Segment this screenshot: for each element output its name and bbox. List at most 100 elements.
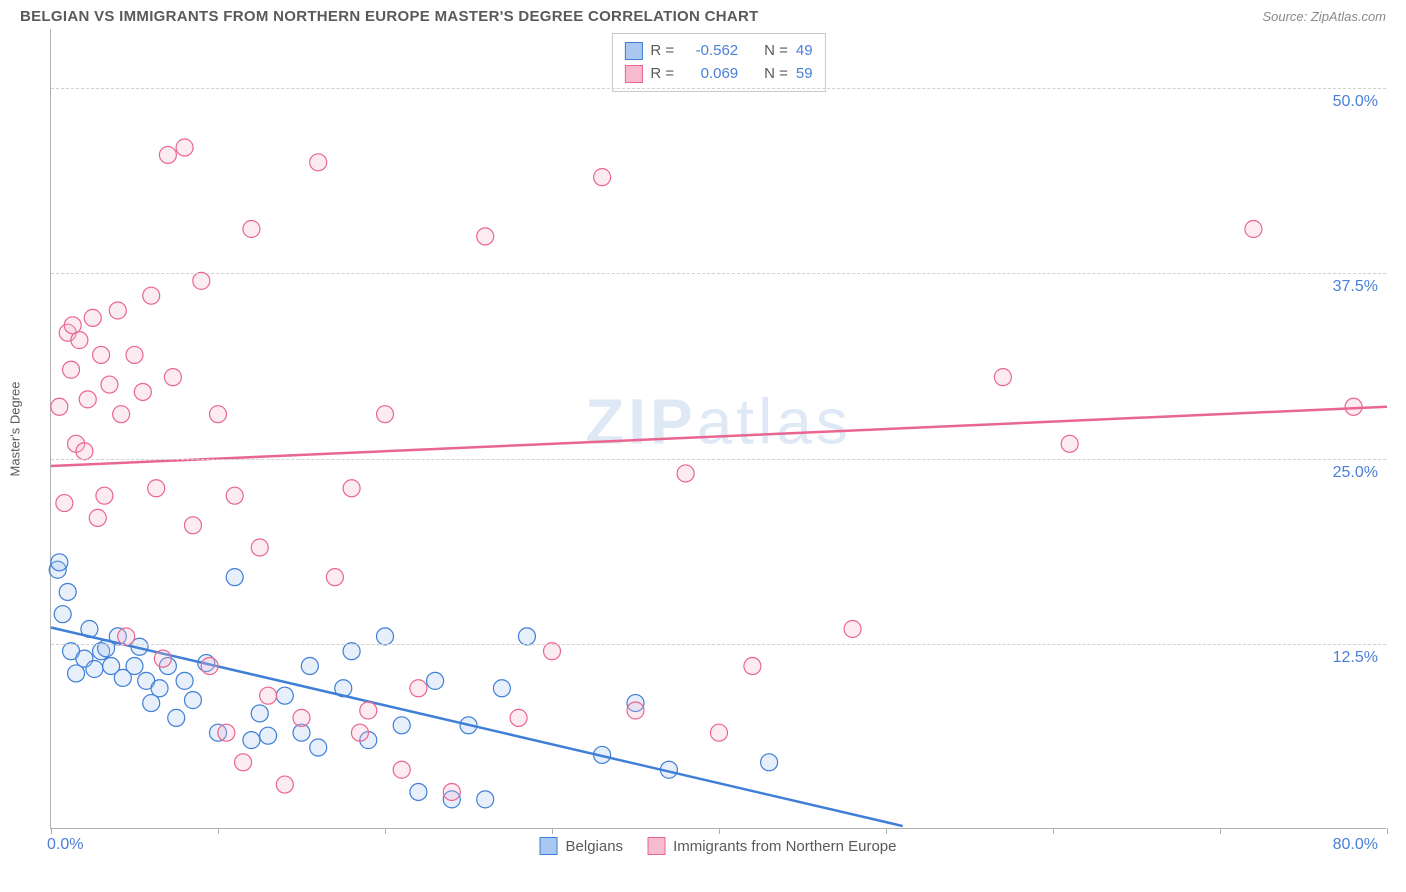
scatter-point	[301, 658, 318, 675]
x-tick	[719, 828, 720, 834]
scatter-point	[343, 480, 360, 497]
scatter-point	[148, 480, 165, 497]
stats-n-value: 59	[796, 62, 813, 85]
scatter-point	[89, 509, 106, 526]
x-tick	[1053, 828, 1054, 834]
gridline	[51, 88, 1386, 89]
trend-line	[51, 407, 1387, 466]
legend-label: Immigrants from Northern Europe	[673, 838, 896, 855]
stats-row: R = -0.562 N = 49	[624, 39, 812, 62]
y-tick-label: 50.0%	[1333, 93, 1378, 111]
scatter-point	[410, 783, 427, 800]
gridline	[51, 273, 1386, 274]
chart-title: BELGIAN VS IMMIGRANTS FROM NORTHERN EURO…	[20, 8, 759, 25]
stats-r-label: R =	[650, 39, 674, 62]
scatter-point	[844, 621, 861, 638]
scatter-point	[518, 628, 535, 645]
bottom-legend: Belgians Immigrants from Northern Europe	[540, 837, 897, 855]
legend-swatch	[647, 837, 665, 855]
scatter-point	[493, 680, 510, 697]
scatter-point	[164, 369, 181, 386]
scatter-point	[243, 732, 260, 749]
x-axis-max-label: 80.0%	[1333, 836, 1378, 854]
stats-r-value: -0.562	[682, 39, 738, 62]
legend-label: Belgians	[566, 838, 624, 855]
scatter-point	[594, 169, 611, 186]
scatter-point	[443, 783, 460, 800]
legend-item: Immigrants from Northern Europe	[647, 837, 896, 855]
y-axis-label: Master's Degree	[8, 381, 23, 476]
source-label: Source: ZipAtlas.com	[1262, 9, 1386, 24]
scatter-point	[143, 695, 160, 712]
scatter-point	[134, 383, 151, 400]
scatter-point	[377, 628, 394, 645]
scatter-point	[326, 569, 343, 586]
stats-row: R = 0.069 N = 59	[624, 62, 812, 85]
scatter-point	[126, 346, 143, 363]
scatter-point	[510, 709, 527, 726]
scatter-point	[310, 739, 327, 756]
scatter-point	[151, 680, 168, 697]
scatter-point	[360, 702, 377, 719]
scatter-point	[93, 346, 110, 363]
scatter-point	[184, 517, 201, 534]
legend-swatch	[624, 65, 642, 83]
scatter-point	[377, 406, 394, 423]
x-tick	[886, 828, 887, 834]
scatter-point	[260, 687, 277, 704]
scatter-point	[627, 702, 644, 719]
scatter-point	[154, 650, 171, 667]
stats-r-label: R =	[650, 62, 674, 85]
gridline	[51, 644, 1386, 645]
stats-r-value: 0.069	[682, 62, 738, 85]
scatter-point	[251, 539, 268, 556]
scatter-point	[143, 287, 160, 304]
scatter-point	[744, 658, 761, 675]
scatter-point	[243, 221, 260, 238]
scatter-point	[113, 406, 130, 423]
x-tick	[552, 828, 553, 834]
x-tick	[218, 828, 219, 834]
scatter-point	[761, 754, 778, 771]
scatter-point	[260, 727, 277, 744]
scatter-point	[427, 672, 444, 689]
scatter-point	[210, 406, 227, 423]
x-tick	[1220, 828, 1221, 834]
legend-item: Belgians	[540, 837, 624, 855]
scatter-point	[56, 495, 73, 512]
scatter-point	[1245, 221, 1262, 238]
y-tick-label: 37.5%	[1333, 278, 1378, 296]
stats-n-label: N =	[764, 62, 788, 85]
scatter-point	[276, 776, 293, 793]
gridline	[51, 459, 1386, 460]
scatter-point	[184, 692, 201, 709]
scatter-point	[477, 791, 494, 808]
scatter-point	[193, 272, 210, 289]
stats-n-label: N =	[764, 39, 788, 62]
scatter-point	[343, 643, 360, 660]
scatter-point	[159, 146, 176, 163]
scatter-point	[118, 628, 135, 645]
scatter-point	[86, 661, 103, 678]
scatter-point	[393, 717, 410, 734]
x-tick	[51, 828, 52, 834]
scatter-point	[71, 332, 88, 349]
scatter-point	[251, 705, 268, 722]
scatter-point	[168, 709, 185, 726]
scatter-point	[54, 606, 71, 623]
scatter-point	[76, 443, 93, 460]
scatter-point	[235, 754, 252, 771]
stats-n-value: 49	[796, 39, 813, 62]
stats-legend-box: R = -0.562 N = 49 R = 0.069 N = 59	[611, 33, 825, 92]
scatter-point	[101, 376, 118, 393]
scatter-point	[59, 583, 76, 600]
legend-swatch	[540, 837, 558, 855]
scatter-point	[226, 487, 243, 504]
scatter-point	[994, 369, 1011, 386]
scatter-point	[176, 139, 193, 156]
scatter-svg	[51, 29, 1387, 829]
scatter-point	[109, 302, 126, 319]
scatter-point	[84, 309, 101, 326]
scatter-point	[276, 687, 293, 704]
y-tick-label: 12.5%	[1333, 649, 1378, 667]
